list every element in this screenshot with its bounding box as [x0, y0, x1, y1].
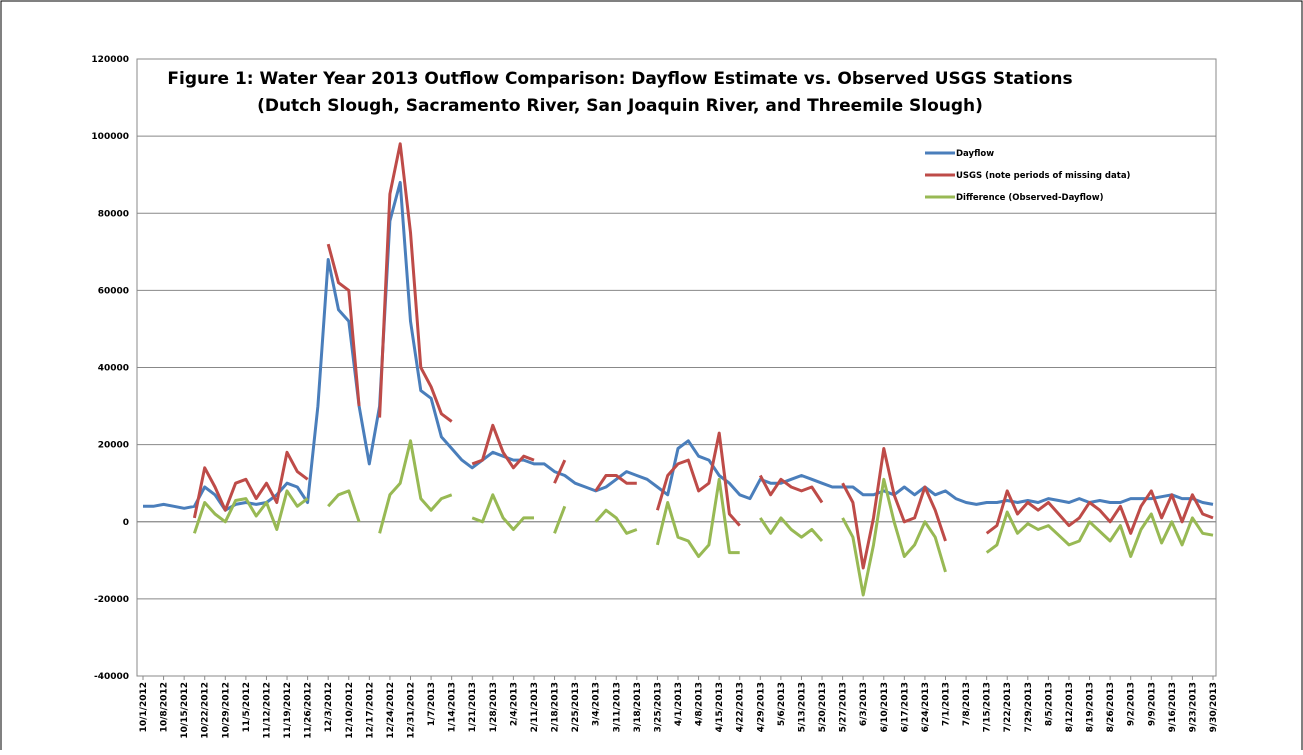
- x-tick-label: 6/10/2013: [880, 682, 890, 732]
- x-tick-label: 8/26/2013: [1106, 682, 1116, 732]
- x-tick-label: 2/25/2013: [571, 682, 581, 732]
- x-tick-label: 5/20/2013: [818, 682, 828, 732]
- x-tick-label: 7/29/2013: [1024, 682, 1034, 732]
- legend-label: Dayflow: [956, 149, 994, 159]
- y-tick-label: 100000: [91, 132, 129, 142]
- y-tick-label: 20000: [98, 441, 129, 451]
- x-tick-label: 1/28/2013: [489, 682, 499, 732]
- x-tick-label: 12/31/2012: [407, 682, 417, 739]
- series-line: [192, 142, 1214, 570]
- x-tick-label: 9/9/2013: [1147, 682, 1157, 726]
- x-tick-label: 7/22/2013: [1003, 682, 1013, 732]
- y-tick-label: 120000: [91, 55, 129, 65]
- x-tick-label: 6/17/2013: [900, 682, 910, 732]
- x-tick-label: 4/15/2013: [715, 682, 725, 732]
- x-tick-label: 5/6/2013: [777, 682, 787, 726]
- x-tick-label: 10/8/2012: [160, 682, 170, 732]
- y-tick-label: -20000: [94, 595, 129, 605]
- x-tick-label: 2/18/2013: [551, 682, 561, 732]
- x-tick-label: 11/12/2012: [262, 682, 272, 739]
- x-tick-label: 6/24/2013: [921, 682, 931, 732]
- x-tick-label: 7/8/2013: [962, 682, 972, 726]
- x-tick-label: 7/1/2013: [942, 682, 952, 726]
- x-tick-label: 5/27/2013: [839, 682, 849, 732]
- x-tick-label: 11/19/2012: [283, 682, 293, 739]
- x-tick-label: 9/23/2013: [1188, 682, 1198, 732]
- x-tick-label: 4/8/2013: [695, 682, 705, 726]
- x-tick-label: 2/11/2013: [530, 682, 540, 732]
- y-tick-label: 0: [123, 518, 129, 528]
- y-tick-label: 60000: [98, 286, 129, 296]
- x-tick-label: 5/13/2013: [797, 682, 807, 732]
- series-line: [192, 439, 1214, 597]
- y-tick-label: -40000: [94, 672, 129, 682]
- x-tick-label: 12/24/2012: [386, 682, 396, 739]
- x-tick-label: 11/26/2012: [304, 682, 314, 739]
- chart-title: Figure 1: Water Year 2013 Outflow Compar…: [167, 69, 1072, 89]
- x-tick-label: 10/15/2012: [180, 682, 190, 739]
- x-tick-label: 12/10/2012: [345, 682, 355, 739]
- x-tick-label: 8/12/2013: [1065, 682, 1075, 732]
- legend-label: Difference (Observed-Dayflow): [956, 193, 1104, 203]
- x-tick-label: 1/14/2013: [448, 682, 458, 732]
- y-tick-label: 80000: [98, 209, 129, 219]
- chart-subtitle: (Dutch Slough, Sacramento River, San Joa…: [257, 96, 983, 116]
- x-tick-label: 3/4/2013: [592, 682, 602, 726]
- x-tick-label: 12/17/2012: [365, 682, 375, 739]
- x-tick-label: 6/3/2013: [859, 682, 869, 726]
- x-tick-label: 11/5/2012: [242, 682, 252, 732]
- x-tick-label: 12/3/2012: [324, 682, 334, 732]
- x-tick-label: 9/30/2013: [1209, 682, 1219, 732]
- x-tick-label: 4/22/2013: [736, 682, 746, 732]
- x-tick-label: 9/16/2013: [1168, 682, 1178, 732]
- x-tick-label: 3/18/2013: [633, 682, 643, 732]
- x-tick-label: 8/5/2013: [1044, 682, 1054, 726]
- x-tick-label: 10/29/2012: [221, 682, 231, 739]
- x-tick-label: 3/25/2013: [653, 682, 663, 732]
- legend-label: USGS (note periods of missing data): [956, 171, 1131, 181]
- x-tick-label: 8/19/2013: [1086, 682, 1096, 732]
- x-tick-label: 7/15/2013: [983, 682, 993, 732]
- x-tick-label: 1/7/2013: [427, 682, 437, 726]
- x-tick-label: 10/1/2012: [139, 682, 149, 732]
- x-tick-label: 1/21/2013: [468, 682, 478, 732]
- series-line: [143, 180, 1214, 512]
- x-tick-label: 2/4/2013: [509, 682, 519, 726]
- x-tick-label: 4/1/2013: [674, 682, 684, 726]
- x-tick-label: 3/11/2013: [612, 682, 622, 732]
- x-tick-label: 4/29/2013: [756, 682, 766, 732]
- y-tick-label: 40000: [98, 364, 129, 374]
- x-tick-label: 9/2/2013: [1127, 682, 1137, 726]
- x-tick-label: 10/22/2012: [201, 682, 211, 739]
